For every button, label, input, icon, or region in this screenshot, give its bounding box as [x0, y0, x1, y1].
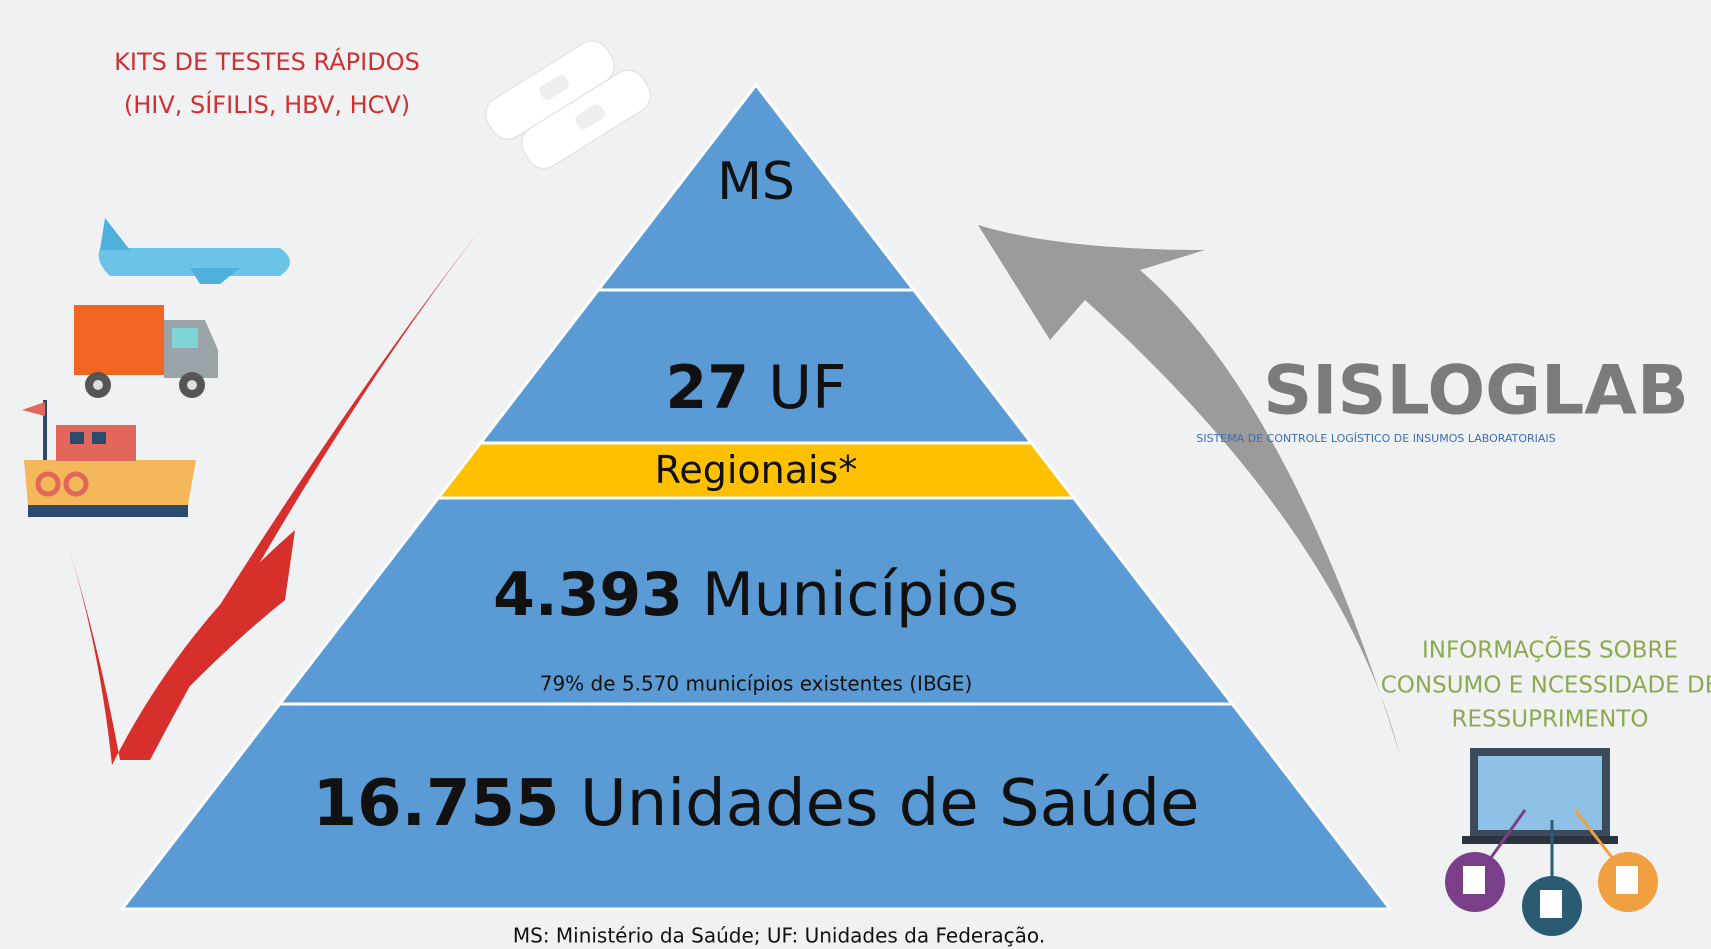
level-name: Municípios	[702, 560, 1019, 630]
level-name: MS	[717, 152, 795, 212]
level-space	[560, 767, 580, 841]
info-line: INFORMAÇÕES SOBRE	[1422, 635, 1678, 664]
level-number: 16.755	[313, 767, 560, 841]
level-label: 4.393 Municípios	[493, 560, 1019, 630]
info-line: RESSUPRIMENTO	[1452, 707, 1649, 733]
level-label: 27 UF	[665, 353, 846, 423]
level-name: UF	[768, 353, 846, 423]
level-name: Unidades de Saúde	[580, 767, 1199, 841]
logo-subtitle: SISTEMA DE CONTROLE LOGÍSTICO DE INSUMOS…	[1196, 432, 1555, 445]
level-label: MS	[717, 152, 795, 212]
level-note: 79% de 5.570 municípios existentes (IBGE…	[540, 672, 973, 696]
header-line: KITS DE TESTES RÁPIDOS	[114, 47, 420, 76]
level-number: 4.393	[493, 560, 683, 630]
level-label: 16.755 Unidades de Saúde	[313, 767, 1200, 841]
slide: MS 27 UF Regionais* 4.393 Municípios 79% de …	[0, 0, 1711, 949]
level-label: Regionais*	[655, 448, 858, 492]
level-number: 27	[665, 353, 749, 423]
footnote: MS: Ministério da Saúde; UF: Unidades da…	[513, 924, 1045, 948]
level-space	[749, 353, 768, 423]
level-name: Regionais*	[655, 448, 858, 492]
info-line: CONSUMO E NCESSIDADE DE	[1381, 673, 1711, 699]
header-line: (HIV, SÍFILIS, HBV, HCV)	[124, 90, 410, 119]
level-space	[683, 560, 702, 630]
logo-name: SISLOGLAB	[1263, 352, 1689, 431]
